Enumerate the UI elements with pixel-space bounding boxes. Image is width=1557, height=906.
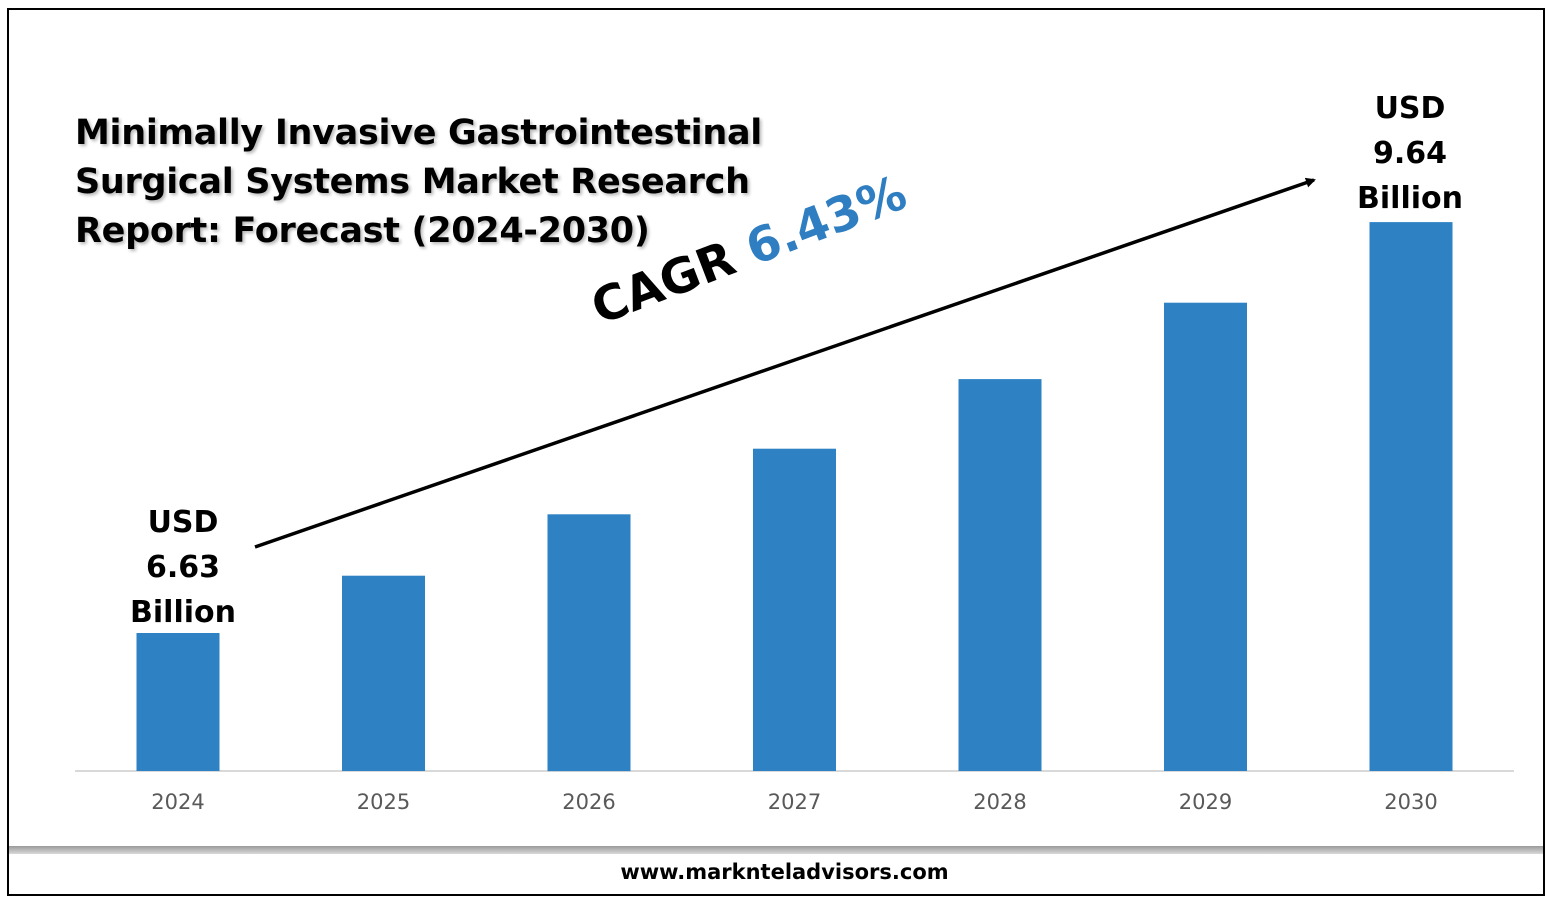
end-value-currency: USD	[1374, 91, 1446, 126]
start-value-unit: Billion	[130, 595, 236, 630]
chart-title-line-3: Report: Forecast (2024-2030)	[75, 211, 650, 251]
x-tick-label-2026: 2026	[562, 790, 615, 814]
x-tick-label-2025: 2025	[357, 790, 410, 814]
bar-2027	[753, 448, 836, 771]
x-tick-label-2027: 2027	[768, 790, 821, 814]
bar-2025	[342, 575, 425, 771]
bar-2028	[958, 379, 1042, 771]
chart-title: Minimally Invasive Gastrointestinal Surg…	[75, 109, 795, 256]
chart-title-line-1: Minimally Invasive Gastrointestinal	[75, 113, 762, 153]
start-value-currency: USD	[147, 505, 219, 540]
bar-2024	[136, 633, 220, 771]
growth-arrow	[254, 177, 1316, 549]
footer-url: www.marknteladvisors.com	[620, 860, 949, 884]
start-value-number: 6.63	[145, 550, 221, 585]
x-tick-label-2024: 2024	[151, 790, 204, 814]
x-tick-label-2028: 2028	[973, 790, 1026, 814]
end-value-unit: Billion	[1357, 181, 1463, 216]
x-tick-label-2029: 2029	[1179, 790, 1232, 814]
bars-group	[136, 222, 1453, 772]
x-tick-label-2030: 2030	[1384, 790, 1437, 814]
start-value-label: USD 6.63 Billion	[113, 500, 253, 635]
bar-2026	[547, 514, 631, 772]
end-value-number: 9.64	[1372, 136, 1448, 171]
footer-divider	[9, 846, 1543, 854]
end-value-label: USD 9.64 Billion	[1340, 86, 1480, 221]
bar-2030	[1369, 222, 1453, 772]
x-tick-labels: 2024 2025 2026 2027 2028 2029 2030	[151, 790, 1437, 814]
bar-2029	[1164, 302, 1247, 771]
chart-title-line-2: Surgical Systems Market Research	[75, 162, 750, 202]
